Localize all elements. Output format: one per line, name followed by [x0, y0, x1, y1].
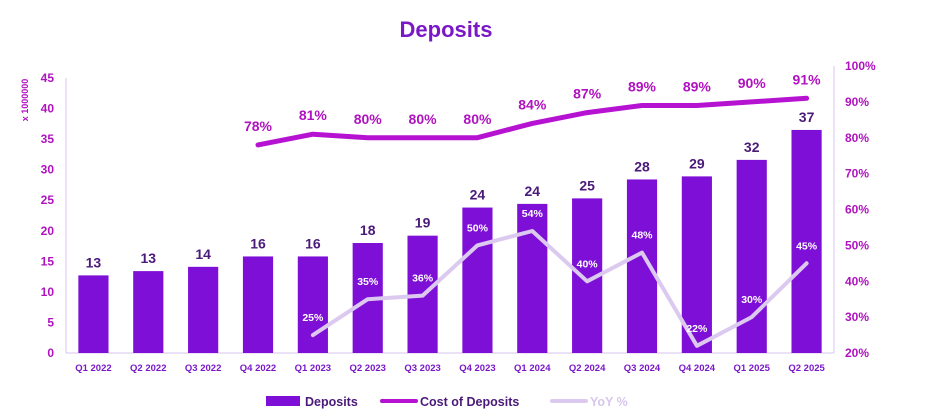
right-tick-label: 60% [845, 203, 869, 217]
deposits-bar [242, 256, 274, 353]
yoy-series: 25% 35% 36% 50% 54% 40% 48% 22% 30% 45% [302, 208, 818, 348]
x-tick-label: Q2 2022 [130, 363, 166, 374]
deposits-bar-label: 18 [360, 222, 376, 238]
deposits-bar-label: 24 [524, 183, 540, 199]
deposits-bar [188, 266, 219, 353]
deposits-bar [78, 275, 109, 353]
x-tick-label: Q4 2023 [459, 363, 495, 374]
left-axis-unit-label: x 1000000 [20, 79, 30, 122]
deposits-bar [626, 179, 658, 353]
yoy-series-label: 22% [686, 323, 708, 335]
deposits-bar [517, 203, 548, 353]
deposits-bar [133, 271, 164, 353]
legend-swatch-deposits [266, 396, 300, 406]
legend: Deposits Cost of Deposits YoY % [266, 395, 628, 409]
x-tick-label: Q1 2024 [514, 363, 551, 374]
deposits-bar-label: 24 [470, 187, 486, 203]
x-tick-label: Q1 2022 [75, 363, 111, 374]
left-axis-ticks: 0 5 10 15 20 25 30 35 40 45 [41, 71, 55, 360]
legend-label-cost-of-deposits: Cost of Deposits [420, 395, 519, 409]
cost-of-deposits-series-label: 80% [463, 111, 492, 127]
deposits-bar [462, 207, 493, 353]
right-tick-label: 80% [845, 131, 869, 145]
right-tick-label: 20% [845, 346, 869, 360]
cost-of-deposits-series: 78% 81% 80% 80% 80% 84% 87% 89% 89% 90% 91% [244, 71, 822, 148]
left-tick-label: 30 [41, 163, 55, 177]
cost-of-deposits-series-label: 89% [683, 78, 712, 94]
deposits-bar-label: 16 [250, 235, 266, 251]
left-tick-label: 35 [41, 132, 55, 146]
right-tick-label: 50% [845, 238, 869, 252]
x-tick-label: Q2 2025 [788, 363, 825, 374]
right-tick-label: 90% [845, 95, 869, 109]
cost-of-deposits-series-label: 84% [518, 96, 547, 112]
yoy-series-label: 30% [741, 294, 763, 306]
right-tick-label: 40% [845, 274, 869, 288]
yoy-series-label: 45% [796, 240, 818, 252]
cost-of-deposits-series-label: 91% [793, 71, 822, 87]
x-tick-label: Q2 2024 [569, 363, 606, 374]
yoy-series-label: 25% [302, 312, 324, 324]
deposits-value-labels: 13 13 14 16 16 18 19 24 24 25 28 29 32 37 [86, 109, 815, 270]
deposits-bar-label: 14 [195, 246, 211, 262]
cost-of-deposits-series-label: 80% [409, 111, 438, 127]
deposits-bar [681, 176, 712, 353]
deposits-bar-label: 32 [744, 139, 760, 155]
cost-of-deposits-series-label: 81% [299, 107, 328, 123]
deposits-bar [791, 129, 822, 353]
x-tick-label: Q3 2024 [624, 363, 661, 374]
deposits-bar-label: 37 [799, 109, 815, 125]
yoy-series-line [310, 229, 809, 348]
left-tick-label: 25 [41, 193, 55, 207]
chart-title: Deposits [400, 17, 493, 42]
deposits-bar-label: 28 [634, 158, 650, 174]
x-tick-label: Q1 2025 [733, 363, 770, 374]
left-tick-label: 10 [41, 285, 55, 299]
left-tick-label: 5 [47, 315, 54, 329]
cost-of-deposits-series-label: 87% [573, 86, 602, 102]
right-tick-label: 100% [845, 59, 876, 73]
deposits-bar [297, 256, 328, 353]
x-tick-label: Q4 2022 [240, 363, 276, 374]
cost-of-deposits-series-label: 78% [244, 118, 273, 134]
left-tick-label: 15 [41, 254, 55, 268]
yoy-series-label: 36% [412, 273, 434, 285]
yoy-series-label: 54% [522, 208, 544, 220]
yoy-series-label: 48% [631, 230, 653, 242]
left-tick-label: 45 [41, 71, 55, 85]
legend-label-deposits: Deposits [305, 395, 358, 409]
deposits-bar-label: 16 [305, 235, 321, 251]
right-tick-label: 70% [845, 167, 869, 181]
deposits-bar-label: 13 [140, 250, 156, 266]
deposits-bar-label: 13 [86, 254, 102, 270]
yoy-series-label: 35% [357, 276, 379, 288]
deposits-bar-label: 19 [415, 215, 431, 231]
x-axis-ticks: Q1 2022 Q2 2022 Q3 2022 Q4 2022 Q1 2023 Q2 20… [75, 363, 825, 374]
x-tick-label: Q3 2022 [185, 363, 221, 374]
x-tick-label: Q1 2023 [295, 363, 331, 374]
left-tick-label: 40 [41, 102, 55, 116]
x-tick-label: Q3 2023 [404, 363, 440, 374]
cost-of-deposits-series-label: 89% [628, 78, 657, 94]
right-tick-label: 30% [845, 310, 869, 324]
right-axis-ticks: 20% 30% 40% 50% 60% 70% 80% 90% 100% [845, 59, 876, 360]
cost-of-deposits-series-label: 90% [738, 75, 767, 91]
legend-label-yoy: YoY % [590, 395, 628, 409]
left-tick-label: 0 [47, 346, 54, 360]
cost-of-deposits-series-line [255, 95, 810, 148]
x-tick-label: Q4 2024 [679, 363, 716, 374]
deposits-bar-label: 25 [579, 177, 595, 193]
deposits-bars [78, 129, 822, 353]
cost-of-deposits-series-label: 80% [354, 111, 383, 127]
yoy-series-label: 50% [467, 222, 489, 234]
yoy-series-label: 40% [577, 258, 599, 270]
x-tick-label: Q2 2023 [349, 363, 385, 374]
left-tick-label: 20 [41, 224, 55, 238]
deposits-bar-label: 29 [689, 155, 705, 171]
